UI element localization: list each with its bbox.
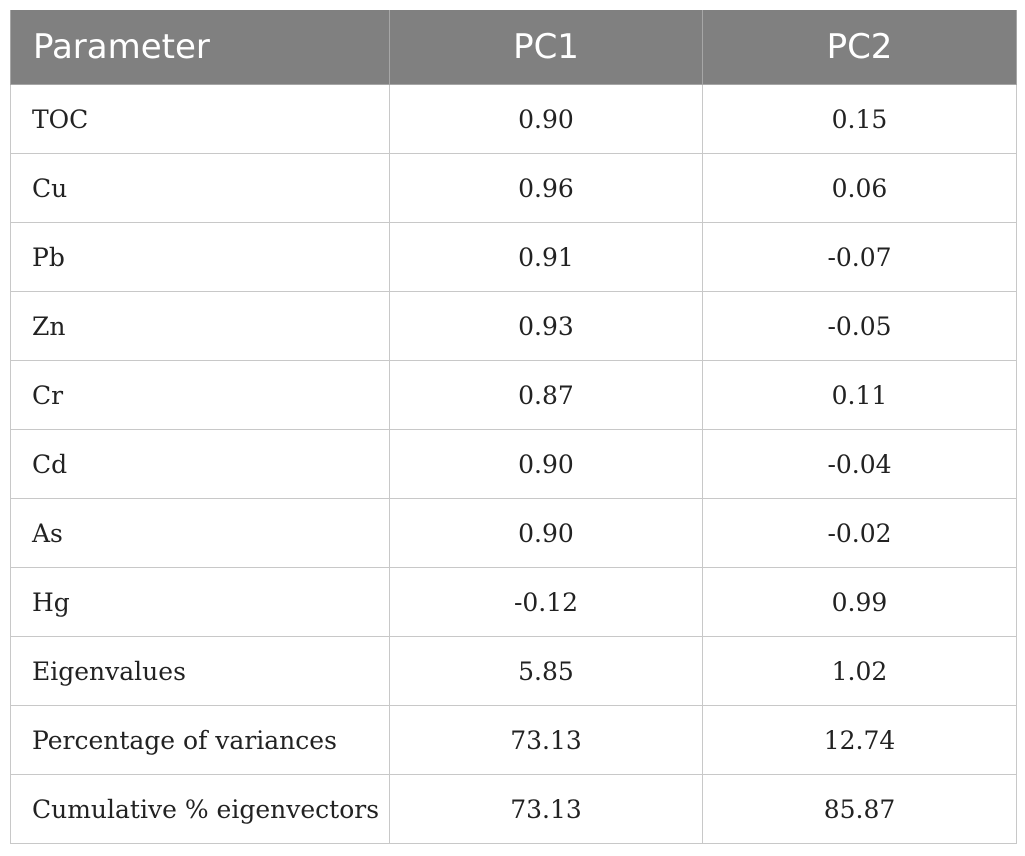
pc2-value: 85.87 bbox=[702, 774, 1017, 844]
table-row: As 0.90 -0.02 bbox=[10, 498, 1017, 568]
pc1-value: 0.93 bbox=[389, 291, 703, 361]
header-pc1: PC1 bbox=[389, 10, 703, 85]
pc1-value: 0.90 bbox=[389, 429, 703, 499]
table-row: Zn 0.93 -0.05 bbox=[10, 291, 1017, 361]
table-body: TOC 0.90 0.15 Cu 0.96 0.06 Pb 0.91 -0.07… bbox=[10, 84, 1017, 844]
pca-loadings-table: Parameter PC1 PC2 TOC 0.90 0.15 Cu 0.96 … bbox=[10, 10, 1017, 844]
row-label: Eigenvalues bbox=[10, 636, 390, 706]
row-label: Cd bbox=[10, 429, 390, 499]
table-row: Cr 0.87 0.11 bbox=[10, 360, 1017, 430]
pc2-value: 0.11 bbox=[702, 360, 1017, 430]
pc1-value: 5.85 bbox=[389, 636, 703, 706]
pc1-value: -0.12 bbox=[389, 567, 703, 637]
pc2-value: 1.02 bbox=[702, 636, 1017, 706]
pc2-value: -0.05 bbox=[702, 291, 1017, 361]
row-label: Pb bbox=[10, 222, 390, 292]
table-row: Cumulative % eigenvectors 73.13 85.87 bbox=[10, 774, 1017, 844]
table-row: Hg -0.12 0.99 bbox=[10, 567, 1017, 637]
table-row: TOC 0.90 0.15 bbox=[10, 84, 1017, 154]
pc2-value: 0.99 bbox=[702, 567, 1017, 637]
row-label: Cumulative % eigenvectors bbox=[10, 774, 390, 844]
pc2-value: 0.15 bbox=[702, 84, 1017, 154]
pc2-value: 0.06 bbox=[702, 153, 1017, 223]
pc2-value: -0.02 bbox=[702, 498, 1017, 568]
header-pc2: PC2 bbox=[702, 10, 1017, 85]
row-label: Hg bbox=[10, 567, 390, 637]
row-label: Cr bbox=[10, 360, 390, 430]
pc1-value: 0.91 bbox=[389, 222, 703, 292]
pc1-value: 73.13 bbox=[389, 774, 703, 844]
table-row: Percentage of variances 73.13 12.74 bbox=[10, 705, 1017, 775]
pc2-value: 12.74 bbox=[702, 705, 1017, 775]
pc2-value: -0.07 bbox=[702, 222, 1017, 292]
table-row: Pb 0.91 -0.07 bbox=[10, 222, 1017, 292]
pc1-value: 0.96 bbox=[389, 153, 703, 223]
table-row: Cd 0.90 -0.04 bbox=[10, 429, 1017, 499]
row-label: TOC bbox=[10, 84, 390, 154]
pc1-value: 73.13 bbox=[389, 705, 703, 775]
pca-loadings-table-container: Parameter PC1 PC2 TOC 0.90 0.15 Cu 0.96 … bbox=[10, 10, 1017, 844]
row-label: Zn bbox=[10, 291, 390, 361]
row-label: Percentage of variances bbox=[10, 705, 390, 775]
header-parameter: Parameter bbox=[10, 10, 390, 85]
table-header: Parameter PC1 PC2 bbox=[10, 10, 1017, 85]
table-row: Cu 0.96 0.06 bbox=[10, 153, 1017, 223]
row-label: Cu bbox=[10, 153, 390, 223]
row-label: As bbox=[10, 498, 390, 568]
table-row: Eigenvalues 5.85 1.02 bbox=[10, 636, 1017, 706]
pc1-value: 0.87 bbox=[389, 360, 703, 430]
header-row: Parameter PC1 PC2 bbox=[10, 10, 1017, 85]
pc2-value: -0.04 bbox=[702, 429, 1017, 499]
pc1-value: 0.90 bbox=[389, 498, 703, 568]
pc1-value: 0.90 bbox=[389, 84, 703, 154]
